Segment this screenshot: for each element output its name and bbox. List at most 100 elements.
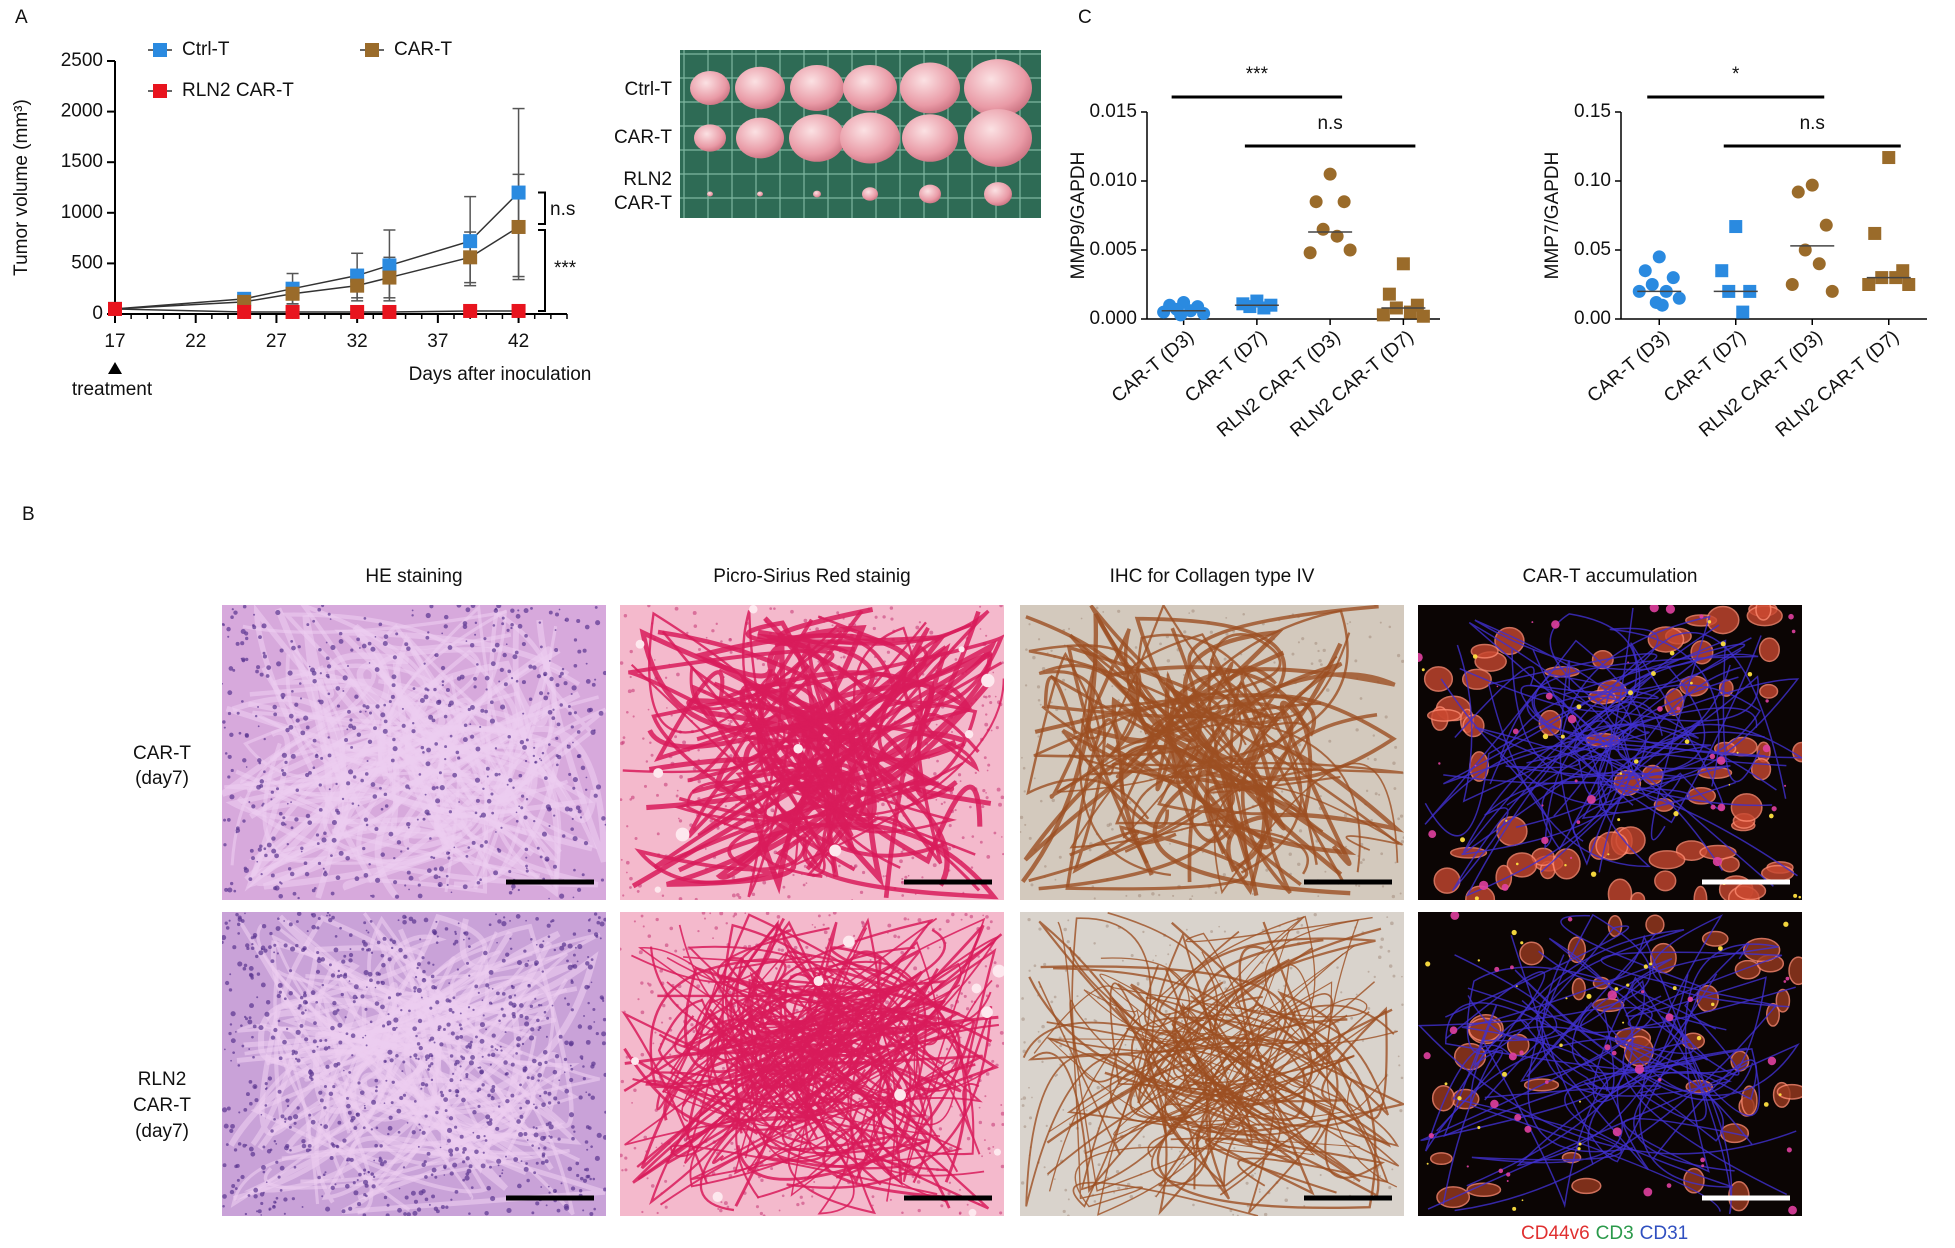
tissue-cell — [692, 767, 697, 771]
tissue-fiber — [1066, 1041, 1389, 1187]
tissue-cell — [519, 1106, 523, 1110]
tissue-cell — [585, 678, 591, 684]
tissue-cell — [782, 885, 786, 889]
tissue-cell — [561, 942, 567, 947]
tissue-cell — [251, 804, 256, 809]
tissue-cell — [418, 1123, 421, 1126]
tissue-cell — [669, 926, 674, 931]
tissue-cell — [1359, 697, 1363, 700]
tissue-cell — [270, 959, 275, 964]
tissue-cell — [408, 888, 410, 891]
tissue-cell — [996, 787, 1001, 792]
tissue-cell — [404, 1195, 409, 1200]
tissue-cell — [564, 806, 570, 812]
tissue-cell — [986, 926, 991, 930]
tissue-cell — [270, 790, 274, 794]
tissue-cell — [507, 669, 512, 674]
tumor — [736, 117, 784, 159]
tissue-cell — [1577, 1147, 1581, 1151]
tissue-cell — [525, 919, 527, 922]
tissue-cell — [622, 894, 625, 897]
tissue-cell — [574, 946, 577, 949]
tissue-cell — [263, 847, 267, 851]
tissue-cell — [462, 1178, 466, 1182]
tissue-cell — [532, 1058, 537, 1064]
tissue-cell — [554, 612, 560, 617]
tissue-cell — [250, 1151, 256, 1157]
vacuole — [992, 964, 1004, 978]
tissue-fiber — [1442, 929, 1718, 1205]
data-point — [108, 301, 122, 316]
tissue-cell — [265, 1181, 268, 1184]
tissue-cell — [424, 793, 427, 796]
tissue-cell — [1261, 765, 1264, 768]
tissue-cell — [242, 605, 247, 609]
y-tick-label: 2000 — [61, 101, 103, 122]
tissue-cell — [1032, 655, 1036, 660]
tissue-cell — [893, 934, 897, 939]
tissue-cell — [408, 875, 414, 881]
tissue-cell — [319, 1098, 324, 1103]
tissue-cell — [540, 1160, 545, 1165]
tissue-cell — [801, 1201, 805, 1205]
tissue-cell — [474, 633, 477, 636]
tissue-cell — [1298, 743, 1302, 747]
tissue-cell — [524, 1066, 527, 1069]
tissue-cell — [335, 808, 339, 813]
tissue-cell — [222, 1163, 227, 1168]
tissue-cell — [253, 1085, 257, 1089]
tissue-cell — [1521, 1199, 1524, 1202]
tissue-cell — [580, 1057, 584, 1061]
tissue-cell — [958, 1188, 962, 1191]
tissue-cell — [475, 746, 481, 752]
tissue-cell — [519, 1014, 524, 1018]
data-point — [511, 303, 526, 318]
tissue-cell — [494, 1048, 497, 1050]
tissue-cell — [1490, 1099, 1499, 1109]
tissue-cell — [652, 1042, 655, 1045]
tissue-cell — [348, 980, 351, 982]
tissue-cell — [517, 623, 523, 629]
tissue-cell — [333, 947, 339, 953]
tissue-cell — [533, 746, 536, 749]
tissue-cell — [491, 648, 497, 653]
tissue-cell — [656, 832, 660, 836]
tissue-cell — [316, 842, 320, 845]
annotation: * — [1732, 64, 1740, 85]
tissue-cell — [476, 880, 481, 885]
tissue-cell — [548, 1124, 554, 1130]
tissue-fiber — [1571, 942, 1749, 1076]
tissue-cell — [283, 943, 288, 948]
tissue-cell — [362, 1126, 366, 1130]
tissue-cell — [526, 1076, 530, 1080]
tissue-cell — [566, 959, 569, 963]
tissue-cell — [729, 719, 733, 724]
tissue-cell — [423, 694, 429, 700]
tissue-cell — [235, 1163, 240, 1168]
tissue-cell — [538, 943, 544, 949]
tissue-cell — [462, 737, 468, 743]
tissue-cell — [571, 1136, 575, 1141]
tissue-cell — [510, 1062, 515, 1067]
tissue-cell — [501, 958, 506, 963]
tissue-cell — [248, 1080, 253, 1084]
tissue-cell — [415, 1057, 418, 1060]
panel-label: B — [22, 504, 35, 525]
tumor — [964, 109, 1032, 167]
tissue-cell — [222, 1107, 228, 1113]
tissue-cell — [532, 665, 537, 670]
tissue-cell — [454, 930, 457, 934]
tissue-fiber — [1150, 655, 1361, 873]
tissue-cell — [1283, 984, 1286, 987]
tissue-cell — [979, 628, 982, 630]
tissue-cell — [362, 1036, 364, 1039]
tissue-cell — [604, 1110, 606, 1114]
tissue-cell — [650, 1184, 655, 1188]
tissue-cell — [1062, 1109, 1065, 1111]
tissue-cell — [291, 1197, 295, 1201]
tissue-cell — [274, 885, 280, 891]
tissue-cell — [736, 893, 740, 897]
tissue-cell — [631, 1101, 633, 1104]
tissue-cell — [559, 945, 565, 951]
tissue-cell — [468, 1212, 471, 1215]
